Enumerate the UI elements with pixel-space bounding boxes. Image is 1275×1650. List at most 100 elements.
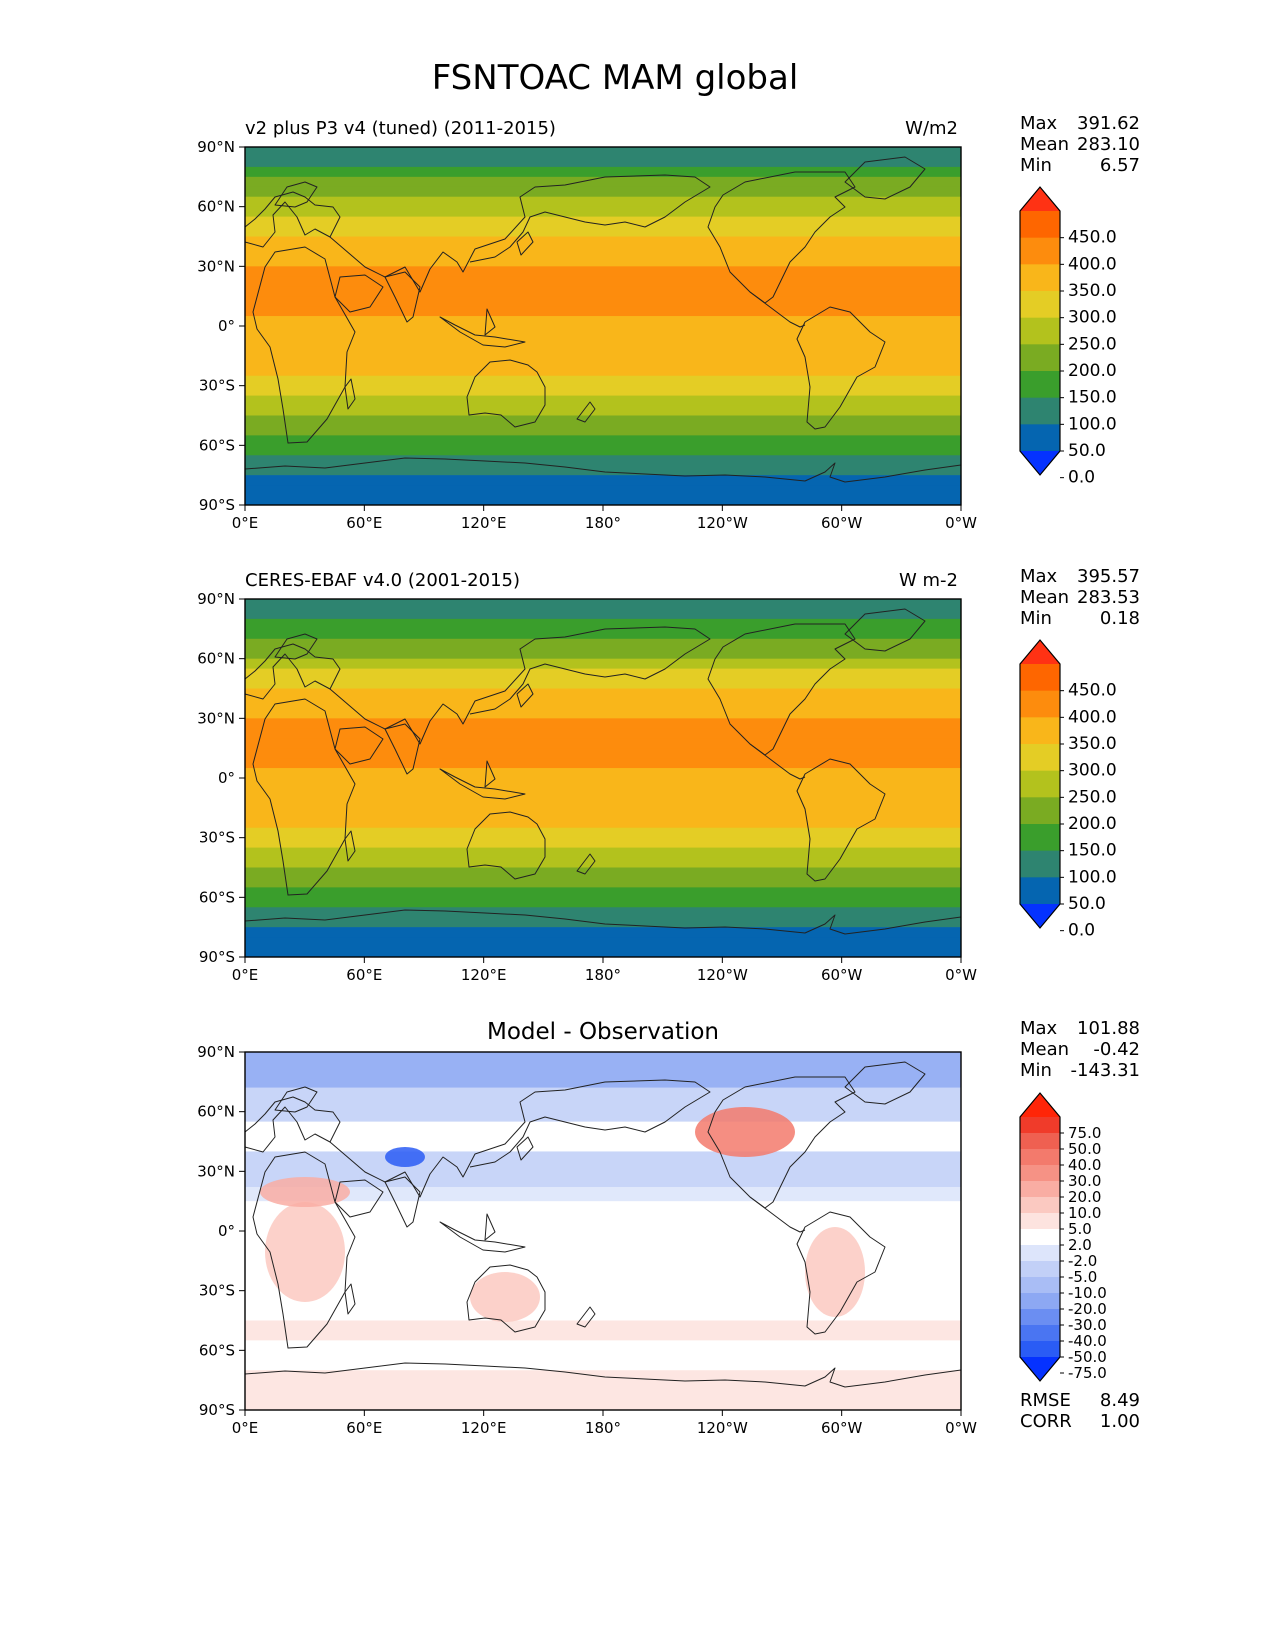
colorbar-label: 450.0: [1068, 681, 1117, 701]
colorbar-segment: [1020, 1341, 1060, 1358]
lon-tick-label: 60°W: [821, 514, 863, 532]
colorbar-segment: [1020, 344, 1060, 372]
colorbar-extend-top: [1020, 640, 1060, 664]
colorbar-segment: [1020, 877, 1060, 905]
zonal-band: [245, 907, 961, 918]
lat-tick-label: 0°: [218, 769, 235, 787]
colorbar-segment: [1020, 424, 1060, 452]
zonal-band: [245, 385, 961, 397]
zonal-band: [245, 176, 961, 188]
colorbar-label: 20.0: [1068, 1188, 1101, 1206]
colorbar: 75.050.040.030.020.010.05.02.0-2.0-5.0-1…: [1019, 1092, 1107, 1382]
zonal-band: [245, 375, 961, 387]
colorbar-label: 400.0: [1068, 254, 1117, 274]
lon-tick-label: 0°E: [232, 514, 259, 532]
colorbar-extend-top: [1020, 1093, 1060, 1117]
diff-band-antarctic: [245, 1370, 961, 1410]
colorbar-extend-top: [1020, 187, 1060, 211]
lat-tick-label: 30°S: [199, 1282, 235, 1300]
colorbar-label: 40.0: [1068, 1156, 1101, 1174]
lat-tick-label: 0°: [218, 317, 235, 335]
panel-model: v2 plus P3 v4 (tuned) (2011-2015) W/m2 9…: [197, 113, 1140, 532]
zonal-band: [245, 688, 961, 700]
lon-tick-label: 120°W: [697, 1419, 748, 1437]
stats-block: Max 101.88 Mean -0.42 Min -143.31: [1020, 1018, 1140, 1081]
zonal-band: [245, 758, 961, 769]
colorbar-label: 300.0: [1068, 761, 1117, 781]
colorbar-label: -50.0: [1068, 1348, 1107, 1366]
zonal-band: [245, 246, 961, 257]
zonal-band: [245, 867, 961, 879]
zonal-band: [245, 335, 961, 347]
diff-anomaly-positive: [805, 1227, 865, 1317]
zonal-band: [245, 485, 961, 505]
zonal-band: [245, 797, 961, 809]
stat-value: 0.18: [1100, 608, 1140, 629]
stat-label: Max: [1020, 566, 1058, 587]
zonal-band: [245, 827, 961, 839]
map-plot: 90°N 60°N 30°N 0° 30°S 60°S 90°S0°E 60°E 120°E 18…: [197, 138, 977, 532]
colorbar-label: 30.0: [1068, 1172, 1101, 1190]
colorbar-segment: [1020, 1117, 1060, 1134]
zonal-band: [245, 445, 961, 456]
stat-value: 6.57: [1100, 155, 1140, 176]
lat-tick-label: 0°: [218, 1222, 235, 1240]
colorbar-label: -5.0: [1068, 1268, 1097, 1286]
lat-tick-label: 60°N: [197, 650, 235, 668]
colorbar-label: 0.0: [1068, 468, 1095, 488]
colorbar-label: -75.0: [1068, 1364, 1107, 1382]
panel-title-center: Model - Observation: [487, 1019, 719, 1045]
stat-label: Min: [1020, 155, 1052, 176]
colorbar: 450.0 400.0 350.0 300.0 250.0 200.0 150.0 100.0…: [1019, 639, 1117, 941]
colorbar-segment: [1020, 1213, 1060, 1230]
zonal-band: [245, 395, 961, 407]
colorbar-segment: [1020, 850, 1060, 878]
colorbar-segment: [1020, 211, 1060, 239]
lon-tick-label: 60°E: [346, 1419, 382, 1437]
colorbar-segment: [1020, 237, 1060, 265]
zonal-band: [245, 618, 961, 630]
colorbar-extend-bottom: [1020, 904, 1060, 928]
zonal-band: [245, 738, 961, 749]
colorbar-segment: [1020, 717, 1060, 745]
stats-block: Max 391.62 Mean 283.10 Min 6.57: [1020, 113, 1140, 176]
stat-value: 1.00: [1100, 1411, 1140, 1432]
zonal-band: [245, 837, 961, 849]
colorbar-label: 350.0: [1068, 281, 1117, 301]
colorbar-segment: [1020, 1293, 1060, 1310]
colorbar-segment: [1020, 744, 1060, 772]
panel-title-left: v2 plus P3 v4 (tuned) (2011-2015): [245, 118, 556, 139]
zonal-band: [245, 465, 961, 476]
stat-value: 8.49: [1100, 1390, 1140, 1411]
colorbar-extend-bottom: [1020, 1357, 1060, 1381]
zonal-band: [245, 147, 961, 168]
stat-value: 391.62: [1077, 113, 1140, 134]
lon-tick-label: 180°: [585, 514, 621, 532]
map-plot: 90°N 60°N 30°N 0° 30°S 60°S 90°S0°E 60°E 120°E 18…: [197, 1043, 977, 1437]
axis-ticks: 90°N 60°N 30°N 0° 30°S 60°S 90°S0°E 60°E 120°E 18…: [197, 138, 977, 532]
colorbar-label: -2.0: [1068, 1252, 1097, 1270]
colorbar-segment: [1020, 770, 1060, 798]
diff-anomaly-positive: [470, 1272, 540, 1322]
zonal-band: [245, 226, 961, 238]
colorbar: 450.0 400.0 350.0 300.0 250.0 200.0 150.0 100.0…: [1019, 186, 1117, 488]
zonal-band: [245, 326, 961, 337]
zonal-band: [245, 748, 961, 759]
zonal-band: [245, 678, 961, 690]
zonal-band: [245, 708, 961, 719]
zonal-band: [245, 857, 961, 869]
stat-label: Mean: [1020, 134, 1069, 155]
lon-tick-label: 0°E: [232, 966, 259, 984]
lon-tick-label: 180°: [585, 1419, 621, 1437]
colorbar-label: 150.0: [1068, 388, 1117, 408]
axis-ticks: 90°N 60°N 30°N 0° 30°S 60°S 90°S0°E 60°E 120°E 18…: [197, 590, 977, 984]
stat-label: Mean: [1020, 1039, 1069, 1060]
zonal-band: [245, 276, 961, 287]
lat-tick-label: 60°N: [197, 198, 235, 216]
panel-observation: CERES-EBAF v4.0 (2001-2015) W m-2 90°N 60…: [197, 566, 1140, 984]
colorbar-label: 10.0: [1068, 1204, 1101, 1222]
lat-tick-label: 60°N: [197, 1103, 235, 1121]
zonal-band: [245, 345, 961, 357]
lon-tick-label: 60°E: [346, 966, 382, 984]
